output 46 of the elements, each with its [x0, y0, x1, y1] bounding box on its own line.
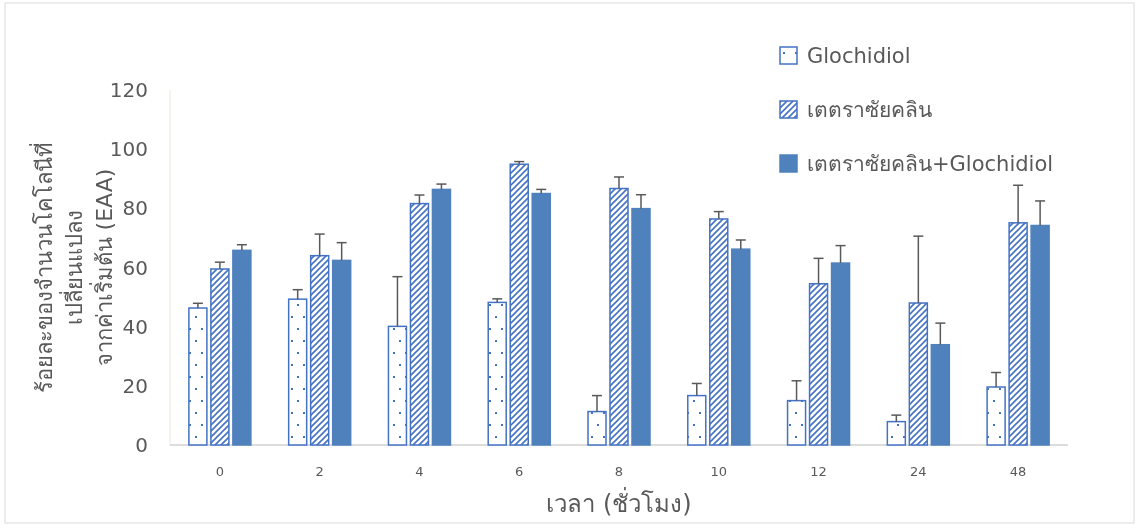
- y-tick-label: 40: [122, 314, 148, 339]
- bar: [287, 298, 308, 446]
- x-tick-label: 24: [910, 464, 927, 479]
- bar: [331, 259, 352, 446]
- bar: [808, 283, 829, 446]
- bar: [531, 192, 551, 446]
- legend-label: เตตราซัยคลิน+Glochidiol: [807, 152, 1054, 176]
- y-tick-label: 0: [135, 433, 148, 457]
- x-axis-title: เวลา (ชั่วโมง): [546, 487, 692, 518]
- bar: [487, 301, 507, 446]
- bar: [309, 254, 330, 446]
- bar: [1030, 224, 1050, 446]
- bar: [631, 207, 651, 446]
- bar: [210, 268, 230, 446]
- bar: [731, 248, 751, 446]
- bar: [509, 163, 529, 446]
- bar: [387, 325, 408, 446]
- x-tick-label: 2: [315, 464, 324, 479]
- x-tick-label: 10: [710, 464, 728, 479]
- bar: [409, 202, 430, 446]
- bar: [830, 262, 851, 446]
- legend-label: เตตราซัยคลิน: [807, 98, 932, 122]
- bar: [587, 410, 607, 446]
- y-tick-label: 120: [109, 78, 148, 102]
- bar: [908, 302, 929, 446]
- x-tick-label: 8: [614, 464, 624, 479]
- bar: [232, 249, 252, 446]
- y-tick-label: 80: [122, 196, 148, 221]
- bar: [986, 386, 1006, 446]
- x-tick-label: 12: [810, 464, 827, 479]
- y-tick-label: 60: [122, 255, 148, 280]
- bar: [709, 218, 729, 446]
- bar: [687, 394, 707, 446]
- x-tick-label: 4: [415, 464, 424, 479]
- x-tick-label: 6: [515, 464, 524, 479]
- bar: [1008, 222, 1028, 446]
- bar: [930, 343, 951, 446]
- bar: [886, 420, 907, 446]
- bar: [609, 187, 629, 446]
- bar: [431, 188, 452, 446]
- bar: [786, 399, 807, 446]
- x-tick-label: 0: [215, 464, 225, 479]
- bar: [188, 307, 208, 446]
- legend-label: Glochidiol: [807, 44, 911, 68]
- x-tick-label: 48: [1009, 464, 1027, 479]
- y-tick-label: 20: [122, 373, 148, 398]
